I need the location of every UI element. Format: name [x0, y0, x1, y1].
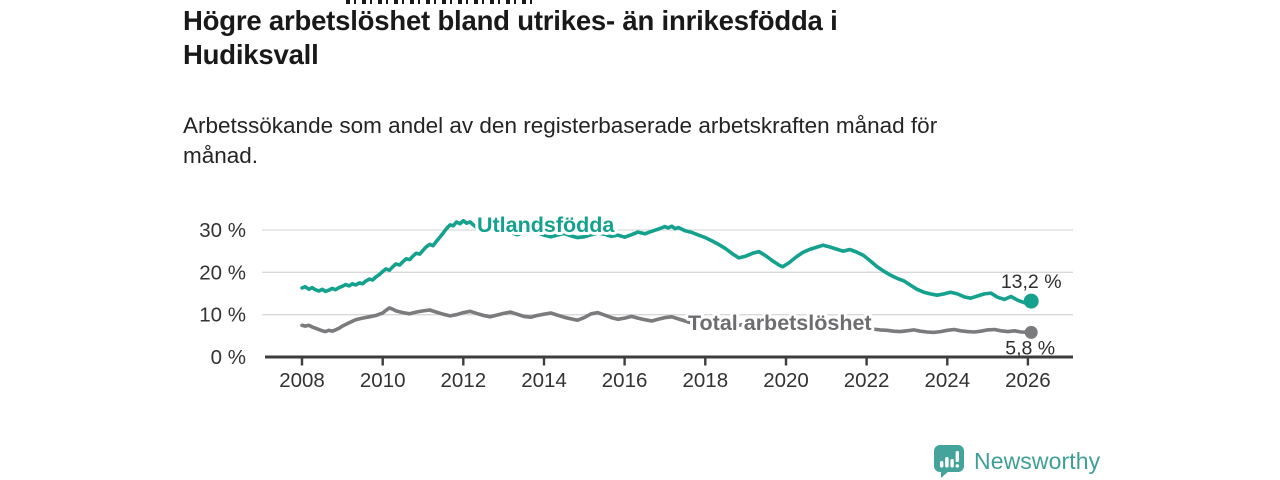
- newsworthy-logo-text: Newsworthy: [974, 448, 1101, 474]
- series-line-1: [300, 306, 1033, 335]
- newsworthy-logo-icon: [934, 445, 964, 478]
- series-end-dot-0: [1023, 293, 1039, 309]
- title-line-1: Högre arbetslöshet bland utrikes- än inr…: [183, 5, 838, 36]
- series-label-utlandsfodda: Utlandsfödda: [477, 213, 615, 237]
- x-axis-tick-label: 2020: [763, 369, 809, 392]
- series-line-0: [300, 218, 1033, 305]
- subtitle-line-1: Arbetssökande som andel av den registerb…: [183, 113, 938, 138]
- title-line-2: Hudiksvall: [183, 39, 319, 70]
- newsworthy-logo[interactable]: Newsworthy: [933, 444, 1100, 479]
- x-axis-tick-label: 2018: [682, 369, 728, 392]
- axes: 30 % 20 % 10 % 0 % 2008 2010 2012 2014 2016 2018 2…: [199, 219, 1073, 392]
- x-axis-tick-label: 2012: [440, 369, 486, 392]
- series-lines: [300, 218, 1039, 339]
- series-end-dot-1: [1024, 325, 1038, 339]
- x-axis-tick-label: 2022: [844, 369, 890, 392]
- end-value-label-total: 5,8 %: [1005, 337, 1055, 359]
- cropped-text-remnant: [346, 0, 534, 4]
- y-axis-tick-label: 30 %: [199, 219, 246, 242]
- y-axis-tick-label: 10 %: [199, 304, 246, 327]
- y-axis-tick-label: 20 %: [199, 261, 246, 284]
- chart-subtitle: Arbetssökande som andel av den registerb…: [183, 111, 1083, 171]
- chart-labels: Utlandsfödda Total arbetslöshet 13,2 % 5…: [474, 210, 1062, 359]
- subtitle-line-2: månad.: [183, 143, 259, 168]
- y-axis-tick-label: 0 %: [211, 346, 246, 369]
- line-chart: 30 % 20 % 10 % 0 % 2008 2010 2012 2014 2016 2018 2…: [199, 210, 1073, 392]
- x-axis-tick-label: 2016: [602, 369, 648, 392]
- series-label-total-arbetsloshet: Total arbetslöshet: [688, 311, 872, 335]
- x-axis-tick-label: 2010: [360, 369, 406, 392]
- x-axis-tick-label: 2008: [279, 369, 325, 392]
- page-title: Högre arbetslöshet bland utrikes- än inr…: [183, 4, 1143, 72]
- gridlines: [262, 229, 1073, 316]
- x-axis-tick-label: 2014: [521, 369, 567, 392]
- end-value-label-utlandsfodda: 13,2 %: [1001, 271, 1062, 293]
- x-axis-tick-label: 2026: [1005, 369, 1051, 392]
- x-axis-tick-label: 2024: [924, 369, 970, 392]
